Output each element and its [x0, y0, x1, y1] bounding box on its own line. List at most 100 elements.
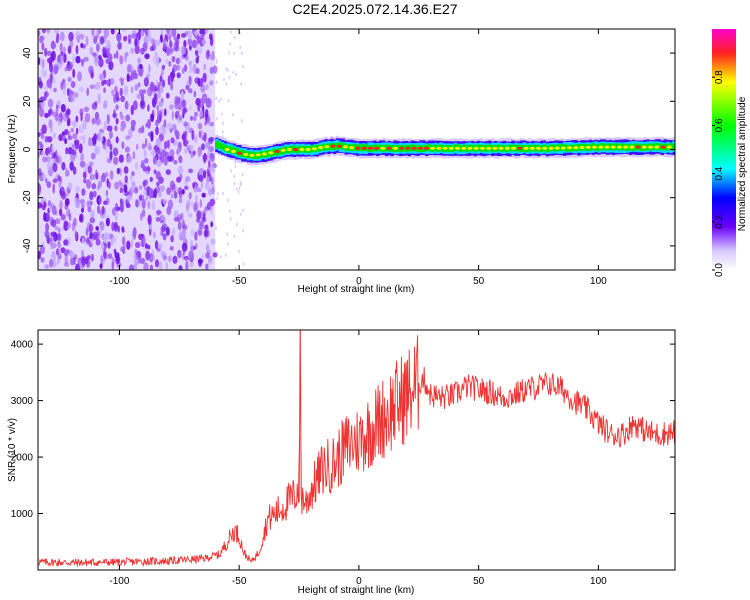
heatmap-noise-cell	[79, 33, 85, 40]
heatmap-noise-cell	[83, 106, 90, 113]
heatmap-noise-cell	[70, 257, 75, 266]
heatmap-noise-cell	[70, 80, 76, 89]
heatmap-band-cell	[571, 144, 575, 152]
heatmap-noise-cell	[155, 216, 160, 222]
heatmap-noise-cell	[75, 263, 81, 270]
heatmap-noise-cell	[95, 34, 100, 39]
heatmap-noise-cell	[188, 144, 194, 151]
heatmap-noise-cell	[188, 168, 194, 174]
heatmap-noise-cell	[185, 257, 189, 263]
heatmap-noise-cell	[201, 254, 205, 261]
heatmap-peak-cell	[299, 147, 305, 152]
heatmap-band-cell	[284, 146, 288, 153]
heatmap-band-cell	[657, 143, 662, 151]
heatmap-sparse-cell	[239, 31, 241, 35]
spectrogram-x-tick-label: 0	[356, 276, 362, 287]
heatmap-noise-cell	[78, 86, 84, 92]
heatmap-sparse-cell	[232, 71, 234, 75]
heatmap-noise-cell	[55, 218, 61, 225]
heatmap-noise-cell	[185, 260, 189, 270]
heatmap-noise-cell	[184, 64, 188, 72]
heatmap-noise-cell	[95, 29, 99, 36]
heatmap-noise-cell	[169, 40, 173, 49]
heatmap-noise-cell	[205, 252, 210, 259]
heatmap-noise-cell	[115, 91, 119, 102]
heatmap-noise-cell	[89, 191, 94, 201]
snr-x-tick-label: 100	[590, 576, 607, 587]
spectrogram-panel: -100 -50 0 50 100 -40 -20 0 20 40 Height of strai…	[7, 28, 676, 295]
heatmap-noise-cell	[197, 77, 201, 87]
heatmap-noise-cell	[40, 132, 45, 140]
heatmap-noise-cell	[58, 208, 63, 216]
heatmap-noise-cell	[63, 53, 67, 63]
heatmap-sparse-cell	[216, 80, 218, 84]
heatmap-noise-cell	[47, 57, 52, 64]
heatmap-noise-cell	[72, 143, 76, 149]
heatmap-noise-cell	[163, 141, 168, 150]
heatmap-noise-cell	[199, 34, 205, 41]
heatmap-noise-cell	[170, 137, 175, 144]
heatmap-noise-cell	[57, 254, 60, 265]
heatmap-band-cell	[221, 143, 225, 151]
heatmap-noise-cell	[81, 59, 84, 67]
heatmap-noise-cell	[40, 256, 45, 263]
heatmap-noise-cell	[107, 53, 113, 62]
heatmap-sparse-cell	[223, 78, 225, 82]
heatmap-peak-cell	[461, 146, 467, 150]
heatmap-noise-cell	[209, 53, 216, 61]
heatmap-noise-cell	[186, 140, 189, 145]
heatmap-noise-cell	[148, 188, 154, 199]
heatmap-noise-cell	[183, 46, 186, 55]
heatmap-sparse-cell	[233, 235, 236, 238]
heatmap-peak-cell	[448, 146, 454, 150]
spectrogram-y-tick-label: 20	[22, 95, 33, 107]
heatmap-noise-cell	[177, 147, 181, 154]
heatmap-noise-cell	[127, 64, 132, 73]
heatmap-noise-cell	[95, 226, 99, 231]
snr-y-tick-label: 3000	[11, 396, 34, 407]
heatmap-noise-cell	[38, 35, 44, 44]
heatmap-peak-cell	[318, 146, 324, 150]
heatmap-noise-cell	[153, 169, 157, 175]
heatmap-noise-cell	[61, 162, 66, 171]
heatmap-noise-cell	[47, 200, 52, 207]
heatmap-sparse-cell	[229, 209, 231, 213]
heatmap-noise-cell	[151, 200, 156, 211]
heatmap-noise-cell	[50, 123, 53, 133]
heatmap-noise-cell	[125, 114, 131, 122]
heatmap-noise-cell	[97, 93, 101, 104]
heatmap-noise-cell	[197, 229, 202, 236]
heatmap-noise-cell	[195, 97, 201, 106]
heatmap-peak-cell	[330, 144, 336, 148]
heatmap-peak-cell	[324, 145, 330, 149]
heatmap-sparse-cell	[219, 255, 222, 259]
heatmap-noise-cell	[43, 85, 49, 91]
heatmap-noise-cell	[181, 33, 187, 38]
heatmap-noise-cell	[199, 109, 203, 118]
heatmap-noise-cell	[47, 98, 54, 108]
heatmap-noise-cell	[59, 42, 63, 52]
heatmap-noise-cell	[86, 179, 92, 189]
heatmap-noise-cell	[95, 81, 101, 90]
heatmap-band-cell	[539, 145, 544, 153]
heatmap-noise-cell	[38, 168, 42, 177]
heatmap-noise-cell	[49, 236, 54, 247]
heatmap-peak-cell	[405, 146, 411, 150]
heatmap-noise-cell	[166, 122, 173, 130]
heatmap-noise-cell	[93, 133, 98, 142]
heatmap-noise-cell	[94, 111, 100, 120]
heatmap-sparse-cell	[239, 183, 242, 187]
heatmap-noise-cell	[50, 50, 56, 61]
heatmap-noise-cell	[79, 213, 84, 223]
heatmap-noise-cell	[107, 232, 111, 240]
heatmap-sparse-cell	[215, 226, 217, 230]
heatmap-noise-cell	[58, 134, 63, 142]
heatmap-noise-cell	[63, 81, 66, 89]
heatmap-noise-cell	[67, 46, 72, 54]
heatmap-noise-cell	[71, 221, 76, 232]
heatmap-noise-cell	[114, 125, 118, 132]
heatmap-noise-cell	[182, 235, 186, 243]
heatmap-noise-cell	[152, 156, 157, 165]
heatmap-noise-cell	[126, 73, 130, 83]
